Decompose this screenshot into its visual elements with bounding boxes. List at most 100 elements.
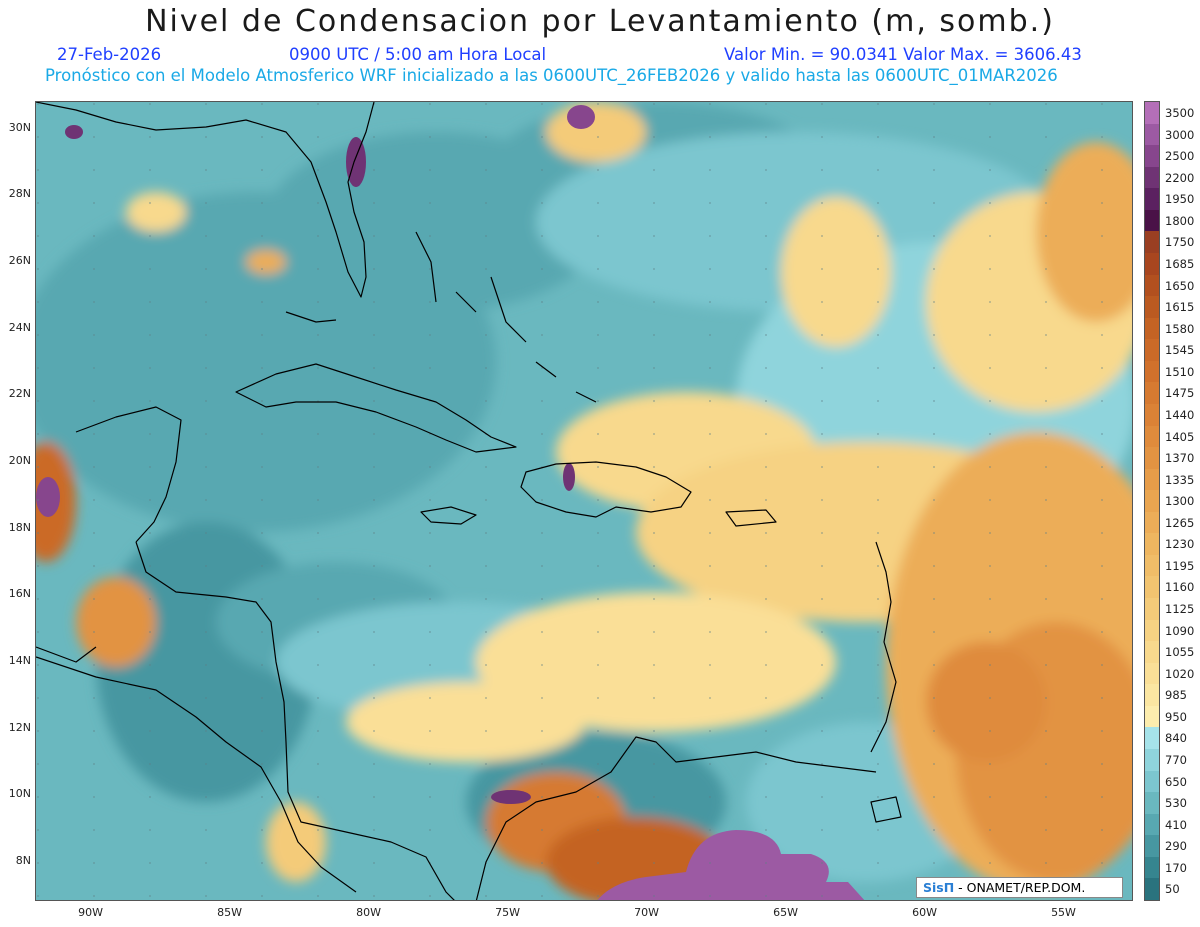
colorbar-label: 3500 xyxy=(1165,106,1195,120)
colorbar-label: 1405 xyxy=(1165,429,1195,444)
colorbar-segment xyxy=(1145,813,1159,836)
jamaica xyxy=(420,506,477,525)
colorbar-segment xyxy=(1145,770,1159,793)
lon-label: 65W xyxy=(773,906,798,919)
colorbar-segment xyxy=(1145,641,1159,664)
lat-label: 18N xyxy=(8,520,31,534)
colorbar-label: 1510 xyxy=(1165,364,1195,379)
lon-label: 90W xyxy=(78,906,104,919)
mexico-coast xyxy=(36,646,97,663)
colorbar-segment xyxy=(1145,166,1159,189)
colorbar-label: 650 xyxy=(1165,774,1187,789)
colorbar-segment xyxy=(1145,576,1159,599)
colorbar-segment xyxy=(1145,252,1159,276)
colorbar-label: 50 xyxy=(1165,882,1180,897)
colorbar-segment xyxy=(1145,209,1159,232)
colorbar-segment xyxy=(1145,296,1159,319)
colorbar-segment xyxy=(1145,554,1159,577)
lat-label: 8N xyxy=(15,854,31,867)
colorbar-segment xyxy=(1145,102,1159,125)
colorbar-label: 1440 xyxy=(1165,407,1195,422)
lat-label: 30N xyxy=(8,120,31,134)
colorbar-label: 530 xyxy=(1165,796,1187,811)
colorbar-segment xyxy=(1145,662,1159,685)
trinidad xyxy=(870,796,902,823)
colorbar-segment xyxy=(1145,403,1159,426)
lon-label: 85W xyxy=(217,906,243,919)
colorbar-segment xyxy=(1145,511,1159,534)
colombia-coast xyxy=(475,736,877,900)
forecast-note: Pronóstico con el Modelo Atmosferico WRF… xyxy=(45,66,1058,85)
colorbar-label: 1265 xyxy=(1165,515,1195,530)
lat-label: 16N xyxy=(8,587,31,601)
grid-dots xyxy=(36,102,1132,900)
colorbar-label: 985 xyxy=(1165,688,1187,703)
colorbar-label: 1020 xyxy=(1165,666,1195,681)
colorbar-segment xyxy=(1145,339,1159,362)
colorbar-label: 770 xyxy=(1165,753,1187,768)
colorbar-label: 1650 xyxy=(1165,278,1195,293)
forecast-time: 0900 UTC / 5:00 am Hora Local xyxy=(289,45,547,64)
cuba xyxy=(235,363,517,453)
colorbar-label: 1615 xyxy=(1165,300,1195,315)
central-america-pacific xyxy=(36,656,357,893)
colorbar-label: 1750 xyxy=(1165,235,1195,250)
lat-label: 28N xyxy=(8,187,31,201)
colorbar-segment xyxy=(1145,274,1159,297)
lat-label: 20N xyxy=(8,454,31,467)
lon-label: 55W xyxy=(1051,906,1076,919)
colorbar-label: 170 xyxy=(1165,860,1187,875)
forecast-date: 27-Feb-2026 xyxy=(57,45,162,64)
colorbar-segment xyxy=(1145,123,1159,146)
colorbar-label: 410 xyxy=(1165,817,1187,832)
colorbar-segment xyxy=(1145,360,1159,383)
bahamas xyxy=(415,231,597,403)
hispaniola xyxy=(520,461,692,518)
colorbar-segment xyxy=(1145,231,1159,254)
sispi-logo: SisΠ xyxy=(923,880,955,895)
lat-label: 14N xyxy=(8,654,31,667)
colorbar-label: 1300 xyxy=(1165,494,1195,509)
colorbar-label: 1475 xyxy=(1165,386,1195,401)
lcl-map xyxy=(35,101,1133,901)
colorbar-label: 1370 xyxy=(1165,451,1195,466)
colorbar-segment xyxy=(1145,145,1159,168)
colorbar-label: 1580 xyxy=(1165,321,1195,336)
colorbar-label: 1195 xyxy=(1165,558,1195,573)
colorbar-label: 1950 xyxy=(1165,192,1195,207)
colorbar-segment xyxy=(1145,188,1159,211)
colorbar-segment xyxy=(1145,598,1159,621)
colorbar-label: 1335 xyxy=(1165,472,1195,487)
credit-text: - ONAMET/REP.DOM. xyxy=(954,880,1086,895)
lon-label: 75W xyxy=(495,906,520,919)
colorbar-segment xyxy=(1145,684,1159,707)
colorbar-label: 1685 xyxy=(1165,256,1195,271)
colorbar-label: 2500 xyxy=(1165,149,1195,164)
yucatan-coast xyxy=(75,406,182,543)
colorbar-segment xyxy=(1145,856,1159,879)
colorbar-segment xyxy=(1145,792,1159,815)
credit-box: SisΠ - ONAMET/REP.DOM. xyxy=(916,877,1123,898)
colorbar-segment xyxy=(1145,705,1159,728)
colorbar-label: 290 xyxy=(1165,839,1187,854)
colorbar-label: 950 xyxy=(1165,709,1187,724)
colorbar-label: 2200 xyxy=(1165,170,1195,185)
lat-label: 10N xyxy=(8,787,31,801)
colorbar-segment xyxy=(1145,490,1159,513)
colorbar-label: 1545 xyxy=(1165,343,1195,358)
colorbar-segment xyxy=(1145,447,1159,470)
lesser-antilles xyxy=(870,541,897,753)
colorbar-segment xyxy=(1145,835,1159,858)
gulf-coast xyxy=(36,102,375,298)
colorbar-segment xyxy=(1145,878,1159,901)
lat-label: 26N xyxy=(8,254,31,267)
colorbar-label: 3000 xyxy=(1165,127,1195,142)
florida-keys xyxy=(285,311,337,323)
colorbar-label: 1125 xyxy=(1165,602,1195,617)
lon-label: 80W xyxy=(356,906,381,919)
value-range: Valor Min. = 90.0341 Valor Max. = 3606.4… xyxy=(724,45,1082,64)
colorbar-segment xyxy=(1145,382,1159,405)
map-title: Nivel de Condensacion por Levantamiento … xyxy=(145,4,1055,39)
colorbar-label: 1230 xyxy=(1165,537,1195,552)
lat-label: 12N xyxy=(8,720,31,734)
